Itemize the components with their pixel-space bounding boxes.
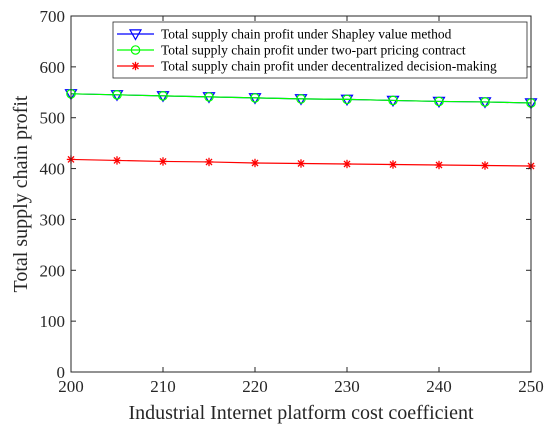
legend-label-2: Total supply chain profit under two-part… xyxy=(161,43,466,58)
series-2-point xyxy=(434,96,444,107)
series-line-2 xyxy=(70,93,532,104)
x-tick-label: 210 xyxy=(150,377,176,396)
legend-marker-1 xyxy=(128,29,143,41)
y-tick-label: 300 xyxy=(40,210,66,229)
series-2-point xyxy=(158,91,168,101)
series-3-point xyxy=(158,157,168,166)
series-3-point xyxy=(296,159,306,168)
legend-box xyxy=(112,21,528,79)
series-3-point xyxy=(342,159,352,169)
ticks-layer: 200 210 220 230 240 250 0 100 200 300 400 500 600 700 xyxy=(40,7,544,396)
x-tick-label: 220 xyxy=(242,377,268,396)
series-layer xyxy=(64,89,538,171)
x-tick-label: 230 xyxy=(334,377,360,396)
legend-label-1: Total supply chain profit under Shapley … xyxy=(161,27,452,42)
y-tick-label: 200 xyxy=(40,261,66,280)
series-2-point xyxy=(296,94,306,104)
y-tick-label: 500 xyxy=(40,109,66,128)
y-tick-label: 0 xyxy=(57,363,66,382)
series-2-point xyxy=(388,95,398,106)
legend-marker-3 xyxy=(131,61,140,71)
legend-label-3: Total supply chain profit under decentra… xyxy=(161,59,497,74)
y-tick-label: 400 xyxy=(40,160,66,179)
series-2-point xyxy=(250,93,260,103)
legend-marker-2 xyxy=(130,45,141,55)
y-axis-label: Total supply chain profit xyxy=(10,95,32,292)
y-tick-label: 600 xyxy=(40,58,66,77)
series-3-point xyxy=(388,160,398,169)
y-tick-label: 100 xyxy=(40,312,66,331)
x-axis-label: Industrial Internet platform cost coeffi… xyxy=(128,402,474,424)
legend: Total supply chain profit under Shapley … xyxy=(112,21,528,79)
plot-frame xyxy=(70,15,532,373)
series-3-point xyxy=(480,161,490,170)
series-2-point xyxy=(480,97,490,107)
x-tick-label: 240 xyxy=(426,377,452,396)
series-2-point xyxy=(342,94,352,105)
series-3-point xyxy=(250,158,260,168)
x-tick-label: 200 xyxy=(58,377,84,396)
series-2-point xyxy=(112,90,122,100)
series-3-point xyxy=(434,160,444,170)
x-tick-label: 250 xyxy=(518,377,544,396)
y-tick-label: 700 xyxy=(40,7,66,26)
series-3-point xyxy=(204,157,214,167)
series-3-point xyxy=(112,156,122,165)
series-2-point xyxy=(204,92,214,102)
